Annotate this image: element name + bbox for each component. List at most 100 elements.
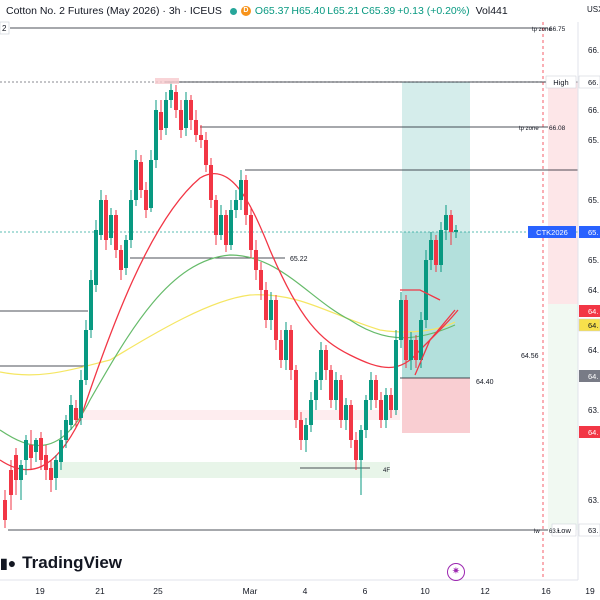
candle[interactable] [174,92,178,110]
ema-red-line[interactable] [0,172,459,471]
candle[interactable] [164,100,168,128]
price-scale[interactable] [578,22,600,582]
candle[interactable] [359,430,363,460]
price-badge[interactable] [579,226,600,238]
candle[interactable] [214,200,218,235]
candle[interactable] [209,165,213,200]
candle[interactable] [104,200,108,240]
price-badge[interactable] [578,75,600,89]
candle[interactable] [39,438,43,460]
candle[interactable] [339,380,343,420]
candle[interactable] [299,420,303,440]
candle[interactable] [219,215,223,235]
candle[interactable] [154,110,158,160]
candle[interactable] [19,465,23,480]
candle[interactable] [24,440,28,460]
candle[interactable] [79,380,83,418]
candle[interactable] [414,340,418,360]
tradingview-logo[interactable]: ▮● TradingView [0,553,122,573]
candle[interactable] [179,110,183,130]
trend-line[interactable] [400,289,456,376]
candle[interactable] [159,112,163,130]
left-tag[interactable] [0,21,10,35]
candle[interactable] [69,405,73,425]
candle[interactable] [189,100,193,120]
candle[interactable] [424,260,428,320]
candle[interactable] [364,400,368,430]
candle[interactable] [139,162,143,190]
candle[interactable] [119,250,123,270]
candle[interactable] [419,320,423,360]
resistance-zone[interactable] [70,410,400,420]
price-badge[interactable] [578,318,600,332]
price-badge[interactable] [578,523,600,537]
candle[interactable] [314,380,318,400]
support-zone[interactable] [50,462,390,478]
candle[interactable] [74,408,78,420]
candle[interactable] [264,290,268,320]
candle[interactable] [244,180,248,215]
candle[interactable] [199,135,203,140]
candle[interactable] [114,215,118,250]
candle[interactable] [89,280,93,330]
candle[interactable] [124,240,128,268]
candle[interactable] [64,420,68,440]
price-badge[interactable] [579,426,600,438]
price-badge[interactable] [579,305,600,317]
candle[interactable] [239,180,243,200]
candle[interactable] [274,300,278,340]
candle[interactable] [444,215,448,230]
ema-yellow-line[interactable] [0,294,456,376]
target-zone[interactable] [402,82,470,232]
price-badge-label[interactable] [528,226,576,238]
candle[interactable] [354,440,358,460]
candle[interactable] [399,300,403,340]
candle[interactable] [149,160,153,208]
candle[interactable] [99,200,103,235]
candle[interactable] [224,215,228,245]
candle[interactable] [144,190,148,210]
candle[interactable] [389,395,393,410]
candle[interactable] [384,395,388,420]
candle[interactable] [319,350,323,380]
candle[interactable] [379,400,383,420]
candle[interactable] [109,215,113,238]
price-badge[interactable] [579,370,600,382]
candle[interactable] [194,120,198,135]
delay-badge[interactable]: D [240,6,251,16]
candle[interactable] [394,340,398,410]
candle[interactable] [129,200,133,240]
candle[interactable] [324,350,328,370]
candle[interactable] [404,300,408,360]
candle[interactable] [59,440,63,462]
candle[interactable] [229,210,233,245]
candle[interactable] [369,380,373,400]
candle[interactable] [454,230,458,232]
candle[interactable] [44,455,48,470]
candle[interactable] [439,230,443,265]
candle[interactable] [279,340,283,360]
candle[interactable] [449,215,453,232]
candle[interactable] [284,330,288,360]
candle[interactable] [289,330,293,370]
candle[interactable] [9,470,13,495]
candle[interactable] [54,460,58,478]
candle[interactable] [269,300,273,320]
price-badge-label[interactable] [551,523,577,537]
price-badge-label[interactable] [545,75,577,89]
candle[interactable] [14,455,18,480]
candle[interactable] [184,100,188,128]
candle[interactable] [134,160,138,200]
candle[interactable] [259,270,263,290]
candle[interactable] [254,250,258,270]
candle[interactable] [234,200,238,210]
candle[interactable] [3,500,7,520]
candle[interactable] [374,380,378,400]
symbol-title[interactable]: Cotton No. 2 Futures (May 2026) · 3h · I… [6,5,222,17]
candle[interactable] [309,400,313,425]
candle[interactable] [409,340,413,360]
candle[interactable] [429,240,433,260]
candle[interactable] [94,230,98,285]
